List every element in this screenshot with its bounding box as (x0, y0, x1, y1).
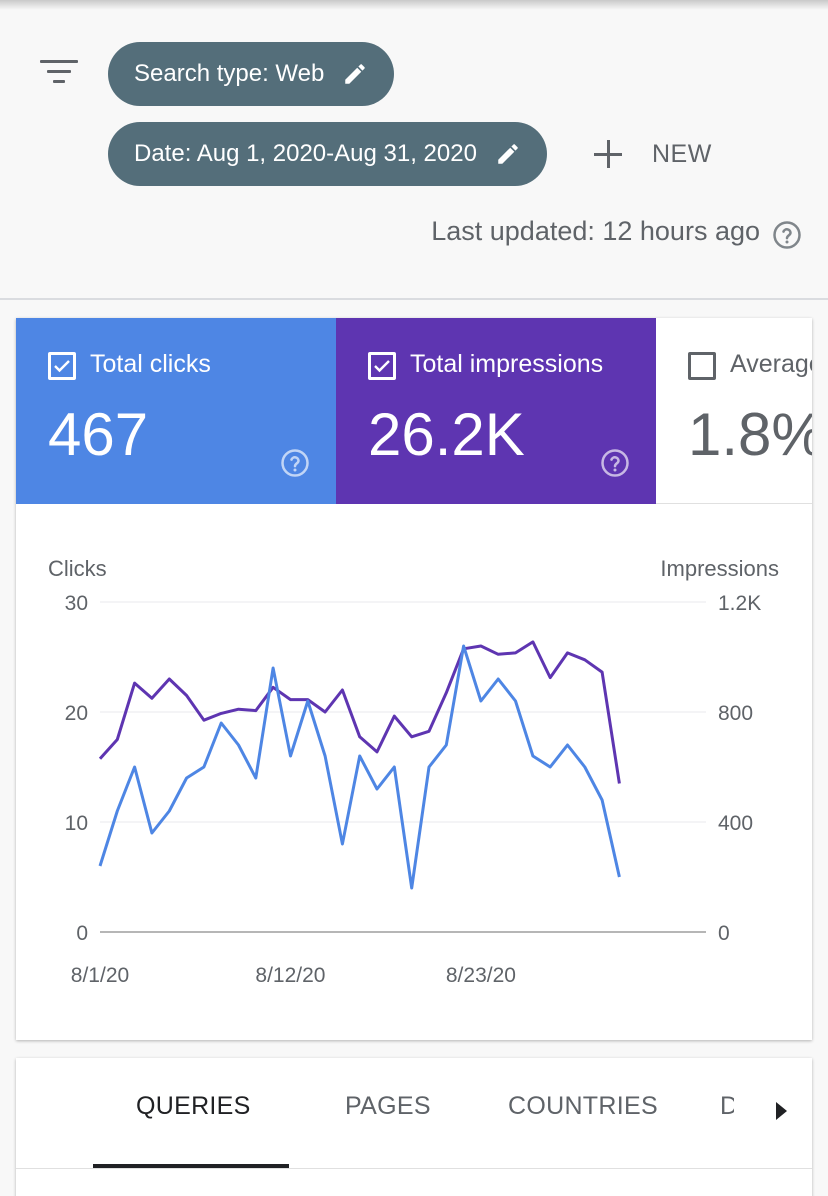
help-icon[interactable] (772, 220, 802, 250)
x-tick-label: 8/23/20 (446, 964, 516, 987)
total-clicks-value: 467 (48, 401, 149, 468)
series-line-impressions (98, 640, 621, 784)
checkbox-checked-icon[interactable] (368, 352, 396, 380)
tab-pages[interactable]: PAGES (345, 1092, 431, 1120)
edit-pencil-icon (498, 144, 518, 164)
edit-pencil-icon (345, 64, 366, 84)
y-right-tick-label: 400 (718, 812, 753, 835)
help-icon[interactable] (600, 448, 630, 478)
last-updated-text: Last updated: 12 hours ago (431, 216, 760, 246)
date-range-label: Date: Aug 1, 2020-Aug 31, 2020 (134, 140, 477, 167)
y-right-tick-label: 0 (718, 922, 730, 945)
right-axis-label: Impressions (660, 556, 779, 581)
average-ctr-value: 1.8% (688, 401, 812, 468)
average-ctr-label: Average CTR (730, 350, 812, 378)
total-impressions-tile[interactable]: Total impressions 26.2K (336, 318, 656, 504)
x-tick-label: 8/1/20 (71, 964, 129, 987)
checkbox-unchecked-icon[interactable] (688, 352, 716, 380)
tab-queries[interactable]: QUERIES (136, 1092, 251, 1120)
date-range-filter-chip[interactable]: Date: Aug 1, 2020-Aug 31, 2020 (108, 122, 547, 186)
y-left-tick-label: 20 (65, 702, 88, 725)
tabs-divider (16, 1168, 812, 1169)
search-type-filter-chip[interactable]: Search type: Web (108, 42, 395, 106)
header-shadow (0, 0, 828, 10)
total-clicks-label: Total clicks (90, 350, 211, 378)
series-line-clicks (98, 644, 621, 890)
scroll-right-arrow-icon[interactable] (776, 1102, 787, 1120)
total-clicks-tile[interactable]: Total clicks 467 (16, 318, 336, 504)
filter-icon[interactable] (40, 60, 80, 88)
tab-devices: DEVICES (720, 1092, 734, 1120)
tab-countries[interactable]: COUNTRIES (508, 1092, 658, 1120)
active-tab-indicator (93, 1164, 289, 1168)
total-impressions-label: Total impressions (410, 350, 604, 378)
new-filter-button[interactable]: NEW (592, 130, 712, 178)
plus-icon (592, 138, 624, 170)
y-left-tick-label: 30 (65, 592, 88, 615)
y-right-tick-label: 800 (718, 702, 753, 725)
help-icon[interactable] (280, 448, 310, 478)
average-ctr-tile[interactable]: Average CTR 1.8% (656, 318, 812, 504)
total-impressions-value: 26.2K (368, 401, 525, 468)
section-divider (0, 298, 828, 300)
checkbox-checked-icon[interactable] (48, 352, 76, 380)
performance-chart: 0 0 10 400 20 800 30 1.2K Clicks Impressions 8/1/2… (48, 556, 779, 987)
y-left-tick-label: 10 (65, 812, 88, 835)
x-tick-label: 8/12/20 (255, 964, 325, 987)
dimension-tabs: QUERIES PAGES COUNTRIES DEVICES (16, 1058, 812, 1196)
performance-card: Total clicks 467 Total impressions 26.2K… (16, 318, 812, 1040)
y-left-tick-label: 0 (76, 922, 88, 945)
tab-devices-clipped[interactable]: DEVICES (720, 1092, 734, 1128)
search-type-label: Search type: Web (134, 60, 325, 87)
y-right-tick-label: 1.2K (718, 592, 761, 615)
left-axis-label: Clicks (48, 556, 107, 581)
new-filter-label: NEW (652, 139, 712, 168)
